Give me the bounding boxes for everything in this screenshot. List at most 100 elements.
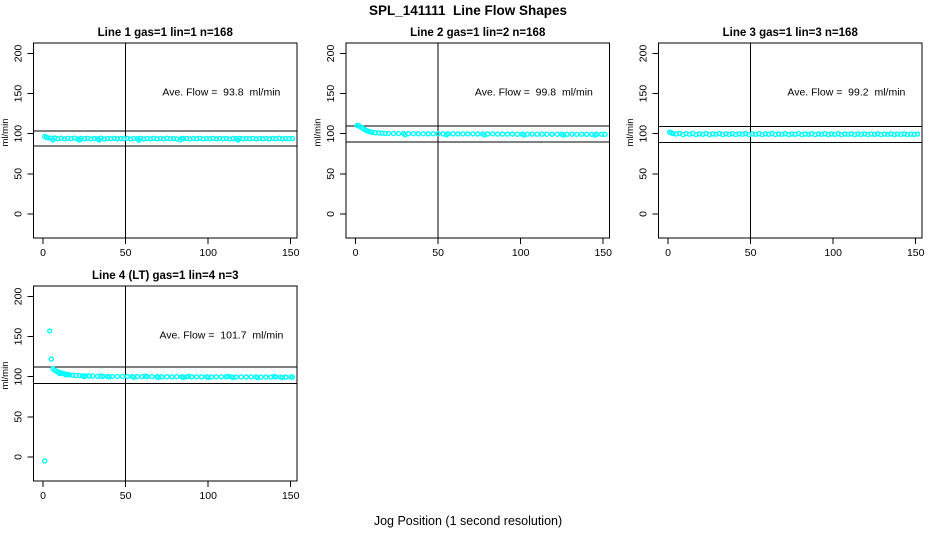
- y-axis-label: ml/min: [625, 119, 636, 147]
- data-point: [238, 374, 244, 380]
- data-point: [602, 131, 608, 138]
- data-point: [914, 131, 921, 137]
- data-point: [263, 374, 269, 380]
- y-tick-label: 100: [638, 125, 650, 143]
- data-point: [395, 130, 402, 137]
- data-point: [549, 131, 555, 137]
- data-point: [243, 374, 249, 380]
- data-point: [218, 374, 225, 380]
- x-axis-label: Jog Position (1 second resolution): [373, 514, 563, 528]
- data-point: [289, 135, 296, 142]
- data-point: [475, 131, 481, 137]
- panel-title: Line 2 gas=1 lin=2 n=168: [410, 27, 546, 39]
- data-point: [410, 130, 417, 137]
- x-tick-label: 0: [665, 247, 671, 259]
- x-tick-label: 0: [40, 247, 46, 259]
- data-point: [509, 131, 516, 137]
- y-tick-label: 150: [325, 85, 337, 103]
- y-tick-label: 100: [13, 125, 25, 143]
- data-point: [144, 374, 150, 380]
- y-tick-label: 0: [13, 211, 25, 217]
- x-tick-label: 150: [594, 247, 612, 259]
- x-tick-label: 0: [353, 247, 359, 259]
- data-point: [455, 131, 461, 137]
- y-tick-label: 100: [325, 125, 337, 143]
- panel-title: Line 4 (LT) gas=1 lin=4 n=3: [92, 270, 238, 282]
- data-point: [193, 374, 200, 380]
- data-point: [42, 458, 48, 464]
- data-point: [529, 131, 535, 137]
- data-point: [159, 374, 165, 380]
- data-point: [48, 356, 54, 362]
- data-point: [465, 131, 471, 137]
- x-tick-label: 100: [199, 490, 217, 502]
- ave-flow-annotation: Ave. Flow = 93.8 ml/min: [162, 86, 280, 98]
- data-point: [435, 131, 441, 137]
- data-point: [198, 374, 205, 380]
- data-point: [415, 131, 421, 137]
- ave-flow-annotation: Ave. Flow = 99.8 ml/min: [475, 86, 593, 98]
- panel-title: Line 1 gas=1 lin=1 n=168: [98, 27, 234, 39]
- data-point: [114, 373, 121, 380]
- data-point: [248, 374, 254, 380]
- x-tick-label: 50: [120, 247, 132, 259]
- x-tick-label: 50: [745, 247, 757, 259]
- data-point: [89, 373, 96, 379]
- data-point: [574, 131, 580, 138]
- data-point: [213, 374, 220, 380]
- data-point: [174, 374, 180, 380]
- data-point: [445, 131, 451, 137]
- y-tick-label: 200: [638, 45, 650, 63]
- x-tick-label: 150: [282, 247, 300, 259]
- data-point: [149, 373, 155, 380]
- data-point: [208, 374, 215, 380]
- data-point: [390, 130, 397, 137]
- y-tick-label: 200: [325, 45, 337, 63]
- data-point: [460, 131, 466, 137]
- data-point: [504, 131, 511, 137]
- y-tick-label: 50: [13, 411, 25, 423]
- x-tick-label: 50: [120, 490, 132, 502]
- data-point: [593, 131, 600, 137]
- data-point: [514, 131, 521, 137]
- x-tick-label: 0: [40, 490, 46, 502]
- plot-box: [345, 42, 610, 239]
- data-point: [233, 374, 239, 380]
- x-tick-label: 150: [907, 247, 925, 259]
- data-point: [494, 131, 501, 137]
- data-point: [524, 131, 530, 137]
- data-point: [554, 131, 560, 137]
- data-point: [420, 130, 426, 137]
- y-tick-label: 50: [13, 168, 25, 180]
- data-point: [109, 373, 116, 380]
- data-point: [283, 374, 289, 380]
- data-point: [430, 130, 436, 137]
- data-point: [164, 374, 170, 380]
- y-tick-label: 150: [13, 85, 25, 103]
- x-tick-label: 150: [282, 490, 300, 502]
- data-point: [499, 131, 506, 137]
- data-point: [99, 373, 106, 380]
- data-point: [289, 374, 296, 380]
- data-point: [273, 374, 279, 380]
- data-point: [258, 374, 264, 380]
- y-tick-label: 0: [13, 454, 25, 460]
- data-point: [385, 130, 392, 137]
- y-tick-label: 200: [13, 45, 25, 63]
- data-point: [450, 131, 456, 137]
- data-point: [470, 131, 476, 137]
- data-point: [169, 374, 175, 380]
- data-point: [485, 131, 491, 137]
- y-tick-label: 50: [325, 168, 337, 180]
- y-axis-label: ml/min: [0, 362, 11, 390]
- y-tick-label: 0: [325, 211, 337, 217]
- data-point: [124, 373, 131, 380]
- data-point: [534, 131, 540, 137]
- data-point: [119, 373, 126, 380]
- y-tick-label: 100: [13, 368, 25, 386]
- y-tick-label: 50: [638, 168, 650, 180]
- y-tick-label: 150: [13, 328, 25, 346]
- data-point: [584, 131, 590, 138]
- data-point: [539, 131, 545, 137]
